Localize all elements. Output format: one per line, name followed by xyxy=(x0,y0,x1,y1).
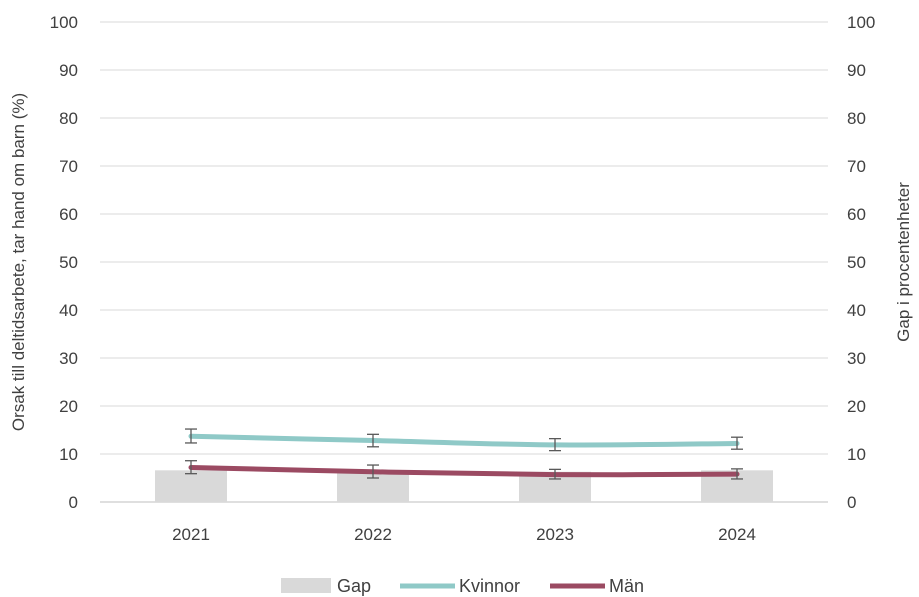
y-tick-label: 60 xyxy=(59,205,78,224)
y2-tick-label: 80 xyxy=(847,109,866,128)
x-tick-label: 2022 xyxy=(354,525,392,544)
legend: Gap Kvinnor Män xyxy=(281,576,644,596)
left-axis-ticks: 0 10 20 30 40 50 60 70 80 90 100 xyxy=(50,13,78,512)
series-lines xyxy=(188,433,740,478)
y-tick-label: 100 xyxy=(50,13,78,32)
y-tick-label: 70 xyxy=(59,157,78,176)
y-tick-label: 40 xyxy=(59,301,78,320)
y2-tick-label: 70 xyxy=(847,157,866,176)
x-axis-ticks: 2021 2022 2023 2024 xyxy=(172,525,756,544)
x-tick-label: 2021 xyxy=(172,525,210,544)
legend-swatch-gap xyxy=(281,578,331,593)
gap-bar xyxy=(155,470,227,502)
y-tick-label: 80 xyxy=(59,109,78,128)
y-tick-label: 0 xyxy=(69,493,78,512)
x-tick-label: 2023 xyxy=(536,525,574,544)
y-tick-label: 10 xyxy=(59,445,78,464)
legend-label-kvinnor: Kvinnor xyxy=(459,576,520,596)
y2-tick-label: 40 xyxy=(847,301,866,320)
y2-tick-label: 10 xyxy=(847,445,866,464)
y-axis-title: Orsak till deltidsarbete, tar hand om ba… xyxy=(9,93,28,431)
legend-label-man: Män xyxy=(609,576,644,596)
gap-bars xyxy=(155,470,773,502)
y2-tick-label: 30 xyxy=(847,349,866,368)
y2-tick-label: 100 xyxy=(847,13,875,32)
legend-label-gap: Gap xyxy=(337,576,371,596)
y-tick-label: 20 xyxy=(59,397,78,416)
y2-tick-label: 60 xyxy=(847,205,866,224)
series-line-kvinnor xyxy=(188,433,740,448)
y-tick-label: 30 xyxy=(59,349,78,368)
right-axis-ticks: 0 10 20 30 40 50 60 70 80 90 100 xyxy=(847,13,875,512)
series-line-man xyxy=(188,464,740,478)
y2-axis-title: Gap i procentenheter xyxy=(894,182,913,342)
x-tick-label: 2024 xyxy=(718,525,756,544)
error-bars xyxy=(185,428,743,480)
y2-tick-label: 90 xyxy=(847,61,866,80)
y2-tick-label: 50 xyxy=(847,253,866,272)
y2-tick-label: 20 xyxy=(847,397,866,416)
y-tick-label: 50 xyxy=(59,253,78,272)
gridlines xyxy=(100,21,828,503)
y-tick-label: 90 xyxy=(59,61,78,80)
y2-tick-label: 0 xyxy=(847,493,856,512)
